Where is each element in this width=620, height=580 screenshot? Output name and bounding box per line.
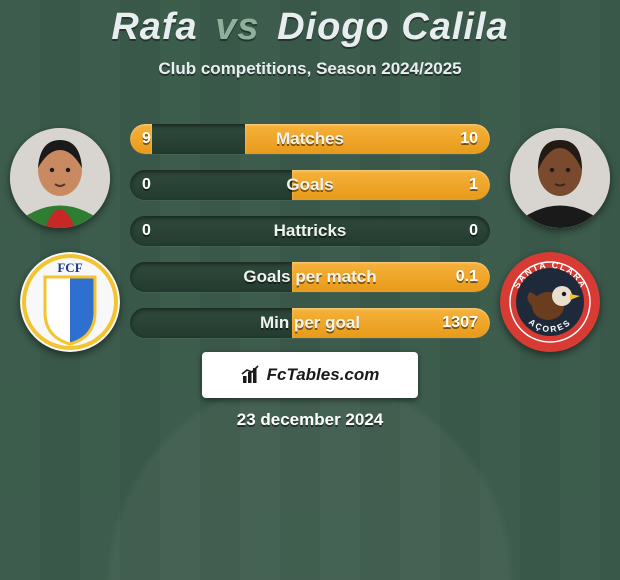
stat-fill-right [292, 170, 490, 200]
player-1-club-crest: FCF [20, 252, 120, 352]
stat-value-right: 0 [457, 216, 490, 246]
player-2-club-crest: SANTA CLARA AÇORES [500, 252, 600, 352]
chart-icon [241, 365, 261, 385]
stat-rows: 910Matches01Goals00Hattricks0.1Goals per… [130, 124, 490, 354]
stat-row: 910Matches [130, 124, 490, 154]
watermark-text: FcTables.com [267, 365, 380, 385]
title-player-1: Rafa [111, 6, 197, 48]
stat-value-left [130, 308, 154, 338]
snapshot-date: 23 december 2024 [0, 410, 620, 430]
stat-row: 0 0Hattricks [130, 216, 490, 246]
svg-text:FCF: FCF [57, 260, 82, 275]
stat-row: 0.1Goals per match [130, 262, 490, 292]
stat-fill-left [130, 124, 152, 154]
comparison-card: Rafa vs Diogo Calila Club competitions, … [0, 0, 620, 580]
player-2-avatar [510, 128, 610, 228]
stat-value-left: 0 [130, 170, 163, 200]
stat-row: 1307Min per goal [130, 308, 490, 338]
subtitle: Club competitions, Season 2024/2025 [0, 59, 620, 79]
stat-label: Hattricks [130, 216, 490, 246]
stat-fill-right [245, 124, 490, 154]
page-title: Rafa vs Diogo Calila [0, 0, 620, 49]
stat-row: 01Goals [130, 170, 490, 200]
stat-fill-right [292, 262, 490, 292]
player-1-avatar [10, 128, 110, 228]
stat-value-left: 0 [130, 216, 163, 246]
stat-value-left [130, 262, 154, 292]
title-vs: vs [215, 6, 259, 48]
source-watermark: FcTables.com [202, 352, 418, 398]
stat-fill-right [292, 308, 490, 338]
title-player-2: Diogo Calila [277, 6, 509, 48]
